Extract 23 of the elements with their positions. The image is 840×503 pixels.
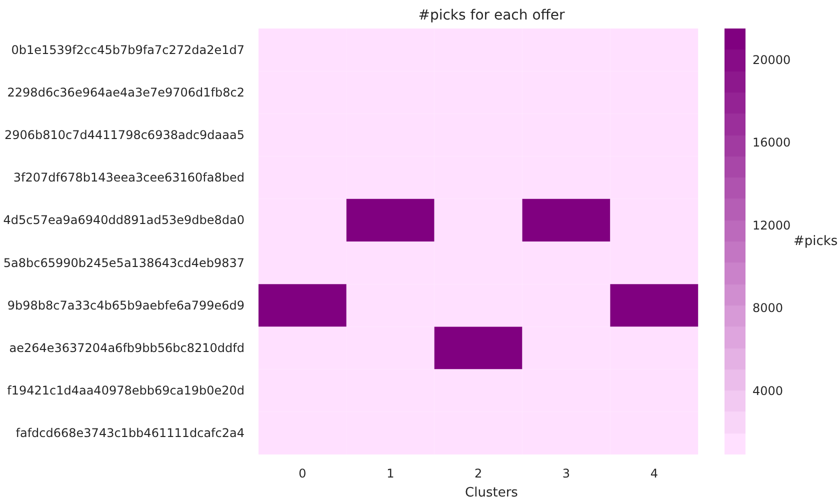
y-tick-label: 4d5c57ea9a6940dd891ad53e9dbe8da0	[3, 213, 245, 228]
x-tick-label: 2	[474, 466, 482, 480]
y-tick-label: 2906b810c7d4411798c6938adc9daaa5	[4, 128, 245, 142]
y-tick-label: fafdcd668e3743c1bb461111dcafc2a4	[16, 426, 244, 440]
y-tick-label: 3f207df678b143eea3cee63160fa8bed	[13, 170, 245, 185]
color-bar-label: 16000	[752, 136, 791, 150]
y-tick-label: 2298d6c36e964ae4a3e7e9706d1fb8c2	[7, 85, 245, 100]
color-bar-label: 8000	[752, 301, 784, 316]
y-tick-label: 5a8bc65990b245e5a138643cd4eb9837	[3, 256, 245, 270]
y-tick-label: ae264e3637204a6fb9bb56bc8210ddfd	[9, 341, 244, 355]
color-bar-label: 4000	[752, 384, 784, 398]
color-bar-title: #picks	[794, 234, 838, 249]
x-tick-label: 3	[562, 466, 570, 480]
y-tick-label: 9b98b8c7a33c4b65b9aebfe6a799e6d9	[7, 298, 244, 312]
x-tick-label: 1	[386, 466, 394, 480]
y-tick-label: 0b1e1539f2cc45b7b9fa7c272da2e1d7	[11, 42, 245, 57]
x-axis-title: Clusters	[465, 486, 518, 500]
color-bar-label: 12000	[752, 218, 791, 232]
chart-title: #picks for each offer	[418, 8, 566, 24]
x-tick-label: 0	[298, 466, 306, 480]
y-tick-label: f19421c1d4aa40978ebb69ca19b0e20d	[7, 384, 245, 398]
color-bar-label: 20000	[752, 53, 791, 68]
x-tick-label: 4	[650, 466, 658, 480]
